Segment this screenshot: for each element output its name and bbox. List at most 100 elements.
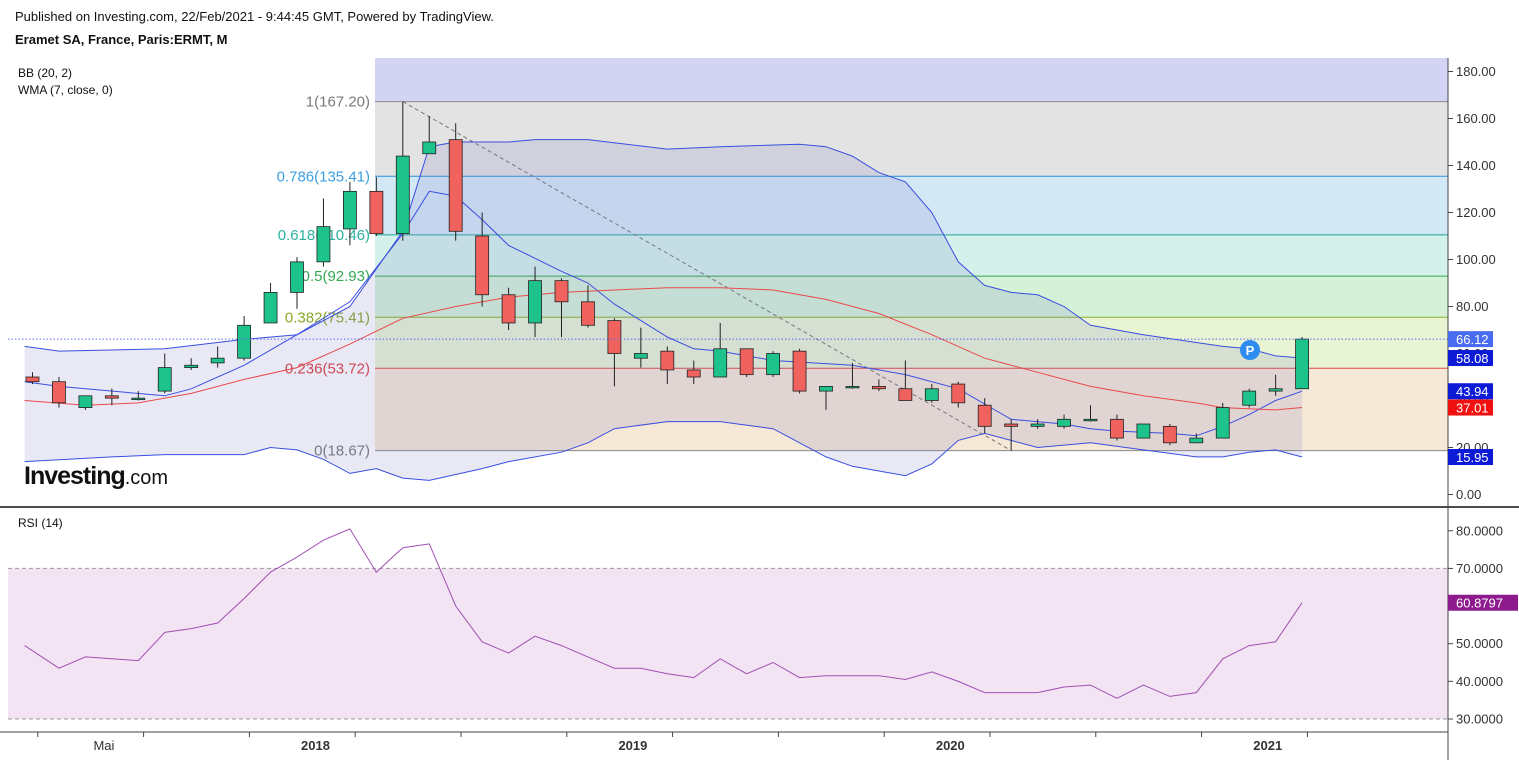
- rsi-pane: [8, 528, 1448, 720]
- pivot-marker: P: [1240, 340, 1260, 360]
- candle-body: [845, 385, 860, 389]
- fib-level-label: 0.382(75.41): [285, 309, 370, 326]
- candle: [977, 398, 992, 434]
- price-badge-label: 58.08: [1456, 351, 1489, 366]
- candle-body: [713, 348, 728, 378]
- price-badge: 37.01: [1448, 399, 1493, 416]
- wma-line: [24, 287, 1303, 411]
- candle-body: [342, 190, 357, 230]
- candle: [1004, 419, 1019, 451]
- price-badge-bg: [1448, 331, 1493, 348]
- candle: [766, 351, 780, 377]
- candle: [739, 348, 754, 377]
- candle: [607, 318, 622, 387]
- candle: [475, 212, 490, 307]
- candle: [581, 285, 595, 328]
- time-axis-label: Mai: [93, 738, 114, 753]
- price-badge: 43.94: [1448, 383, 1493, 400]
- time-axis-label: 2020: [936, 738, 965, 753]
- candle: [1215, 402, 1230, 439]
- fib-band-1: [375, 101, 1448, 177]
- candle: [1057, 414, 1071, 429]
- candle-body: [633, 353, 648, 359]
- candle: [1162, 424, 1177, 446]
- pivot-circle: [1240, 340, 1260, 360]
- candle: [395, 101, 410, 241]
- bb-upper-line: [24, 139, 1303, 359]
- candle-body: [1268, 388, 1283, 392]
- candle-body: [686, 369, 701, 378]
- candle-body: [554, 280, 569, 303]
- candle: [1295, 337, 1309, 390]
- candles: [25, 101, 1309, 451]
- candle: [369, 177, 384, 236]
- symbol-title: Eramet SA, France, Paris:ERMT, M: [15, 32, 228, 47]
- fib-labels: 1(167.20)0.786(135.41)0.618(110.46)0.5(9…: [277, 94, 370, 460]
- candle: [342, 181, 357, 246]
- candle-body: [581, 301, 595, 326]
- bb-lower-line: [24, 421, 1303, 481]
- candle: [184, 358, 199, 370]
- candle-body: [157, 367, 172, 392]
- rsi-tick-label: 70.0000: [1456, 561, 1503, 576]
- candle: [633, 327, 648, 368]
- candle-body: [316, 226, 331, 263]
- candle: [448, 123, 463, 241]
- candle: [528, 266, 542, 338]
- candle-body: [819, 385, 833, 392]
- candle: [104, 388, 119, 406]
- candle: [316, 198, 331, 267]
- time-axis-label: 2021: [1253, 738, 1282, 753]
- price-badge-bg: [1448, 449, 1493, 466]
- candle: [924, 384, 939, 403]
- candle-body: [422, 141, 437, 155]
- fib-lines: [375, 101, 1448, 452]
- candle-body: [1083, 418, 1098, 422]
- candle: [819, 385, 833, 410]
- rsi-band-fill: [8, 568, 1448, 719]
- candle-body: [52, 381, 66, 404]
- candle: [951, 381, 966, 408]
- rsi-badge-bg: [1448, 594, 1518, 611]
- bb-indicator-label[interactable]: BB (20, 2): [18, 66, 73, 80]
- candle: [660, 346, 675, 385]
- price-badge-label: 43.94: [1456, 384, 1489, 399]
- price-badge-bg: [1448, 399, 1493, 416]
- candle: [1110, 414, 1124, 441]
- candle: [78, 395, 93, 410]
- price-tick-label: 140.00: [1456, 158, 1496, 173]
- candle: [210, 346, 225, 368]
- candle-body: [237, 324, 252, 359]
- candle: [263, 283, 278, 324]
- candle: [1030, 419, 1045, 429]
- candle-body: [766, 353, 780, 376]
- candle-body: [898, 388, 913, 401]
- price-badge-bg: [1448, 383, 1493, 400]
- candle-body: [475, 235, 490, 296]
- candle-body: [184, 364, 199, 368]
- candle-body: [872, 385, 886, 390]
- candle: [501, 287, 516, 330]
- price-tick-label: 160.00: [1456, 111, 1496, 126]
- fib-level-label: 0.5(92.93): [302, 268, 370, 285]
- rsi-indicator-label[interactable]: RSI (14): [18, 516, 63, 530]
- candle-body: [1004, 423, 1019, 427]
- candle-body: [792, 350, 807, 392]
- fib-band-0.382: [375, 317, 1448, 369]
- candle-body: [1295, 338, 1309, 390]
- fib-bands: [375, 58, 1448, 451]
- candle-body: [395, 155, 410, 235]
- price-badge: 15.95: [1448, 449, 1493, 466]
- candle: [713, 322, 728, 378]
- fib-level-label: 0(18.67): [314, 443, 370, 460]
- price-tick-label: 180.00: [1456, 64, 1496, 79]
- rsi-badge-label: 60.8797: [1456, 596, 1503, 611]
- wma-indicator-label[interactable]: WMA (7, close, 0): [18, 83, 113, 97]
- candle-body: [369, 190, 384, 235]
- bb-middle-line: [24, 190, 1303, 437]
- candle-body: [1215, 407, 1230, 439]
- investing-logo: Investing.com: [24, 462, 168, 491]
- candle: [1268, 374, 1283, 396]
- candle-body: [78, 395, 93, 408]
